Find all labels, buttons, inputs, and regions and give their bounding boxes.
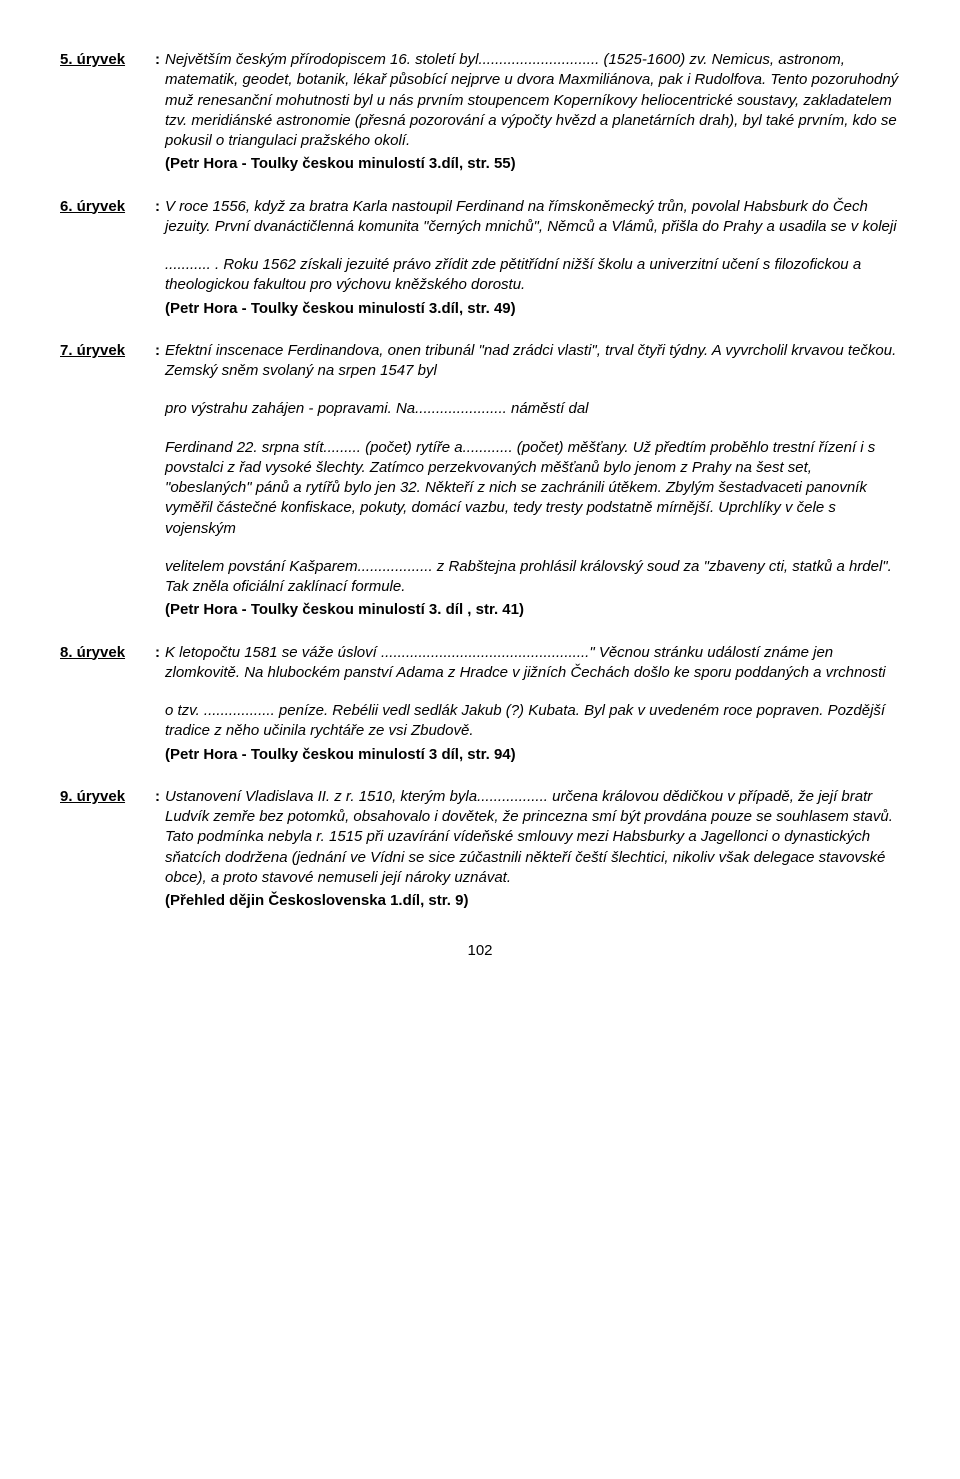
excerpt-label: 6. úryvek [60,197,155,319]
paragraph-text: Největším českým přírodopiscem 16. stole… [165,50,900,151]
excerpt-content: V roce 1556, když za bratra Karla nastou… [165,197,900,319]
paragraph-text: Ustanovení Vladislava II. z r. 1510, kte… [165,787,900,888]
excerpt-content: Největším českým přírodopiscem 16. stole… [165,50,900,175]
excerpt-label: 8. úryvek [60,643,155,765]
paragraph-text: pro výstrahu zahájen - popravami. Na....… [165,399,900,419]
paragraph-text: V roce 1556, když za bratra Karla nastou… [165,197,900,238]
excerpt-label: 7. úryvek [60,341,155,621]
page-number: 102 [60,941,900,961]
source-citation: (Petr Hora - Toulky českou minulostí 3.d… [165,154,900,174]
source-citation: (Petr Hora - Toulky českou minulostí 3 d… [165,745,900,765]
excerpt-entry: 8. úryvek:K letopočtu 1581 se váže úslov… [60,643,900,765]
colon: : [155,50,165,175]
paragraph-text: o tzv. ................. peníze. Rebélii… [165,701,900,742]
excerpt-entry: 9. úryvek:Ustanovení Vladislava II. z r.… [60,787,900,912]
excerpt-content: Ustanovení Vladislava II. z r. 1510, kte… [165,787,900,912]
colon: : [155,643,165,765]
source-citation: (Přehled dějin Československa 1.díl, str… [165,891,900,911]
paragraph-text: Ferdinand 22. srpna stít......... (počet… [165,438,900,539]
source-citation: (Petr Hora - Toulky českou minulostí 3.d… [165,299,900,319]
excerpt-entry: 5. úryvek:Největším českým přírodopiscem… [60,50,900,175]
source-citation: (Petr Hora - Toulky českou minulostí 3. … [165,600,900,620]
paragraph-text: Efektní inscenace Ferdinandova, onen tri… [165,341,900,382]
colon: : [155,341,165,621]
paragraph-text: K letopočtu 1581 se váže úsloví ........… [165,643,900,684]
colon: : [155,787,165,912]
paragraph-text: ........... . Roku 1562 získali jezuité … [165,255,900,296]
excerpt-label: 5. úryvek [60,50,155,175]
excerpt-entry: 6. úryvek:V roce 1556, když za bratra Ka… [60,197,900,319]
excerpt-content: K letopočtu 1581 se váže úsloví ........… [165,643,900,765]
excerpt-content: Efektní inscenace Ferdinandova, onen tri… [165,341,900,621]
paragraph-text: velitelem povstání Kašparem.............… [165,557,900,598]
excerpt-label: 9. úryvek [60,787,155,912]
colon: : [155,197,165,319]
excerpt-entry: 7. úryvek:Efektní inscenace Ferdinandova… [60,341,900,621]
